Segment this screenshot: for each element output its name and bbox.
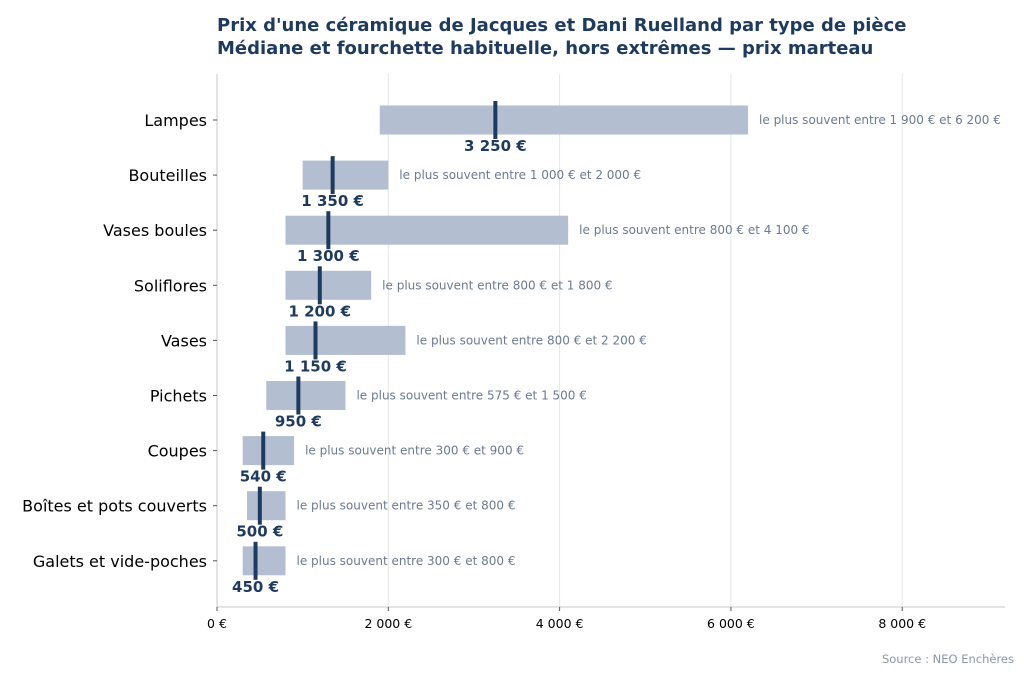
median-label: 3 250 €: [464, 137, 527, 155]
x-axis-ticks: 0 € 2 000 € 4 000 € 6 000 € 8 000 €: [207, 607, 926, 631]
x-tick-label: 6 000 €: [707, 616, 755, 631]
range-bar: [285, 325, 406, 355]
median-marker: [253, 541, 258, 580]
range-note-label: le plus souvent entre 800 € et 1 800 €: [382, 278, 612, 292]
x-tick-label: 2 000 €: [364, 616, 412, 631]
median-label: 1 150 €: [284, 357, 347, 375]
median-marker: [330, 156, 335, 195]
median-marker: [261, 431, 266, 470]
median-label: 1 300 €: [297, 247, 360, 265]
range-bar: [242, 436, 295, 466]
median-marker: [493, 101, 498, 139]
category-label: Pichets: [150, 387, 207, 406]
range-note-label: le plus souvent entre 800 € et 2 200 €: [416, 333, 646, 347]
range-bar: [285, 215, 569, 245]
chart-subtitle: Médiane et fourchette habituelle, hors e…: [217, 38, 873, 59]
range-note-label: le plus souvent entre 350 € et 800 €: [297, 499, 516, 513]
range-bar: [285, 270, 372, 300]
median-marker: [296, 376, 301, 415]
range-note-label: le plus souvent entre 1 000 € et 2 000 €: [399, 168, 641, 182]
x-tick-label: 4 000 €: [536, 616, 584, 631]
category-label: Vases: [161, 331, 207, 350]
range-bar: [242, 546, 286, 576]
range-note-label: le plus souvent entre 800 € et 4 100 €: [579, 223, 809, 237]
chart-row: Galets et vide-poches le plus souvent ent…: [33, 541, 516, 596]
category-label: Boîtes et pots couverts: [22, 497, 207, 516]
range-note-label: le plus souvent entre 300 € et 800 €: [297, 554, 516, 568]
chart-row: Bouteilles le plus souvent entre 1 000 € …: [128, 156, 641, 210]
range-bar: [246, 491, 286, 521]
chart-rows: Lampes le plus souvent entre 1 900 € et 6…: [22, 101, 1001, 596]
x-tick-label: 0 €: [207, 616, 227, 631]
median-label: 500 €: [236, 523, 283, 541]
range-note-label: le plus souvent entre 575 € et 1 500 €: [356, 389, 586, 403]
category-label: Lampes: [144, 111, 207, 130]
range-bar: [379, 105, 749, 135]
chart-row: Lampes le plus souvent entre 1 900 € et 6…: [144, 101, 1001, 155]
category-label: Soliflores: [134, 276, 207, 295]
chart-row: Vases boules le plus souvent entre 800 € …: [103, 211, 810, 265]
median-label: 1 200 €: [288, 302, 351, 320]
category-label: Vases boules: [103, 221, 207, 240]
range-bar: [266, 381, 346, 410]
chart-row: Coupes le plus souvent entre 300 € et 900…: [148, 431, 524, 486]
chart-row: Boîtes et pots couverts le plus souvent e…: [22, 486, 516, 541]
chart-row: Soliflores le plus souvent entre 800 € et…: [134, 266, 613, 320]
median-marker: [313, 321, 318, 360]
median-label: 540 €: [240, 468, 287, 486]
range-note-label: le plus souvent entre 300 € et 900 €: [305, 444, 524, 458]
range-bar: [302, 160, 389, 190]
source-note: Source : NEO Enchères: [882, 652, 1014, 666]
median-marker: [326, 211, 331, 250]
median-label: 1 350 €: [301, 192, 364, 210]
chart-row: Pichets le plus souvent entre 575 € et 1 …: [150, 376, 587, 431]
range-note-label: le plus souvent entre 1 900 € et 6 200 €: [759, 113, 1001, 127]
median-label: 450 €: [232, 578, 279, 596]
chart-row: Vases le plus souvent entre 800 € et 2 20…: [161, 321, 647, 375]
median-marker: [317, 266, 322, 305]
median-marker: [257, 486, 262, 525]
category-label: Bouteilles: [128, 166, 207, 185]
category-label: Galets et vide-poches: [33, 552, 207, 571]
x-tick-label: 8 000 €: [878, 616, 926, 631]
category-label: Coupes: [148, 442, 207, 461]
median-label: 950 €: [275, 413, 322, 431]
chart-title: Prix d'une céramique de Jacques et Dani …: [217, 15, 907, 36]
